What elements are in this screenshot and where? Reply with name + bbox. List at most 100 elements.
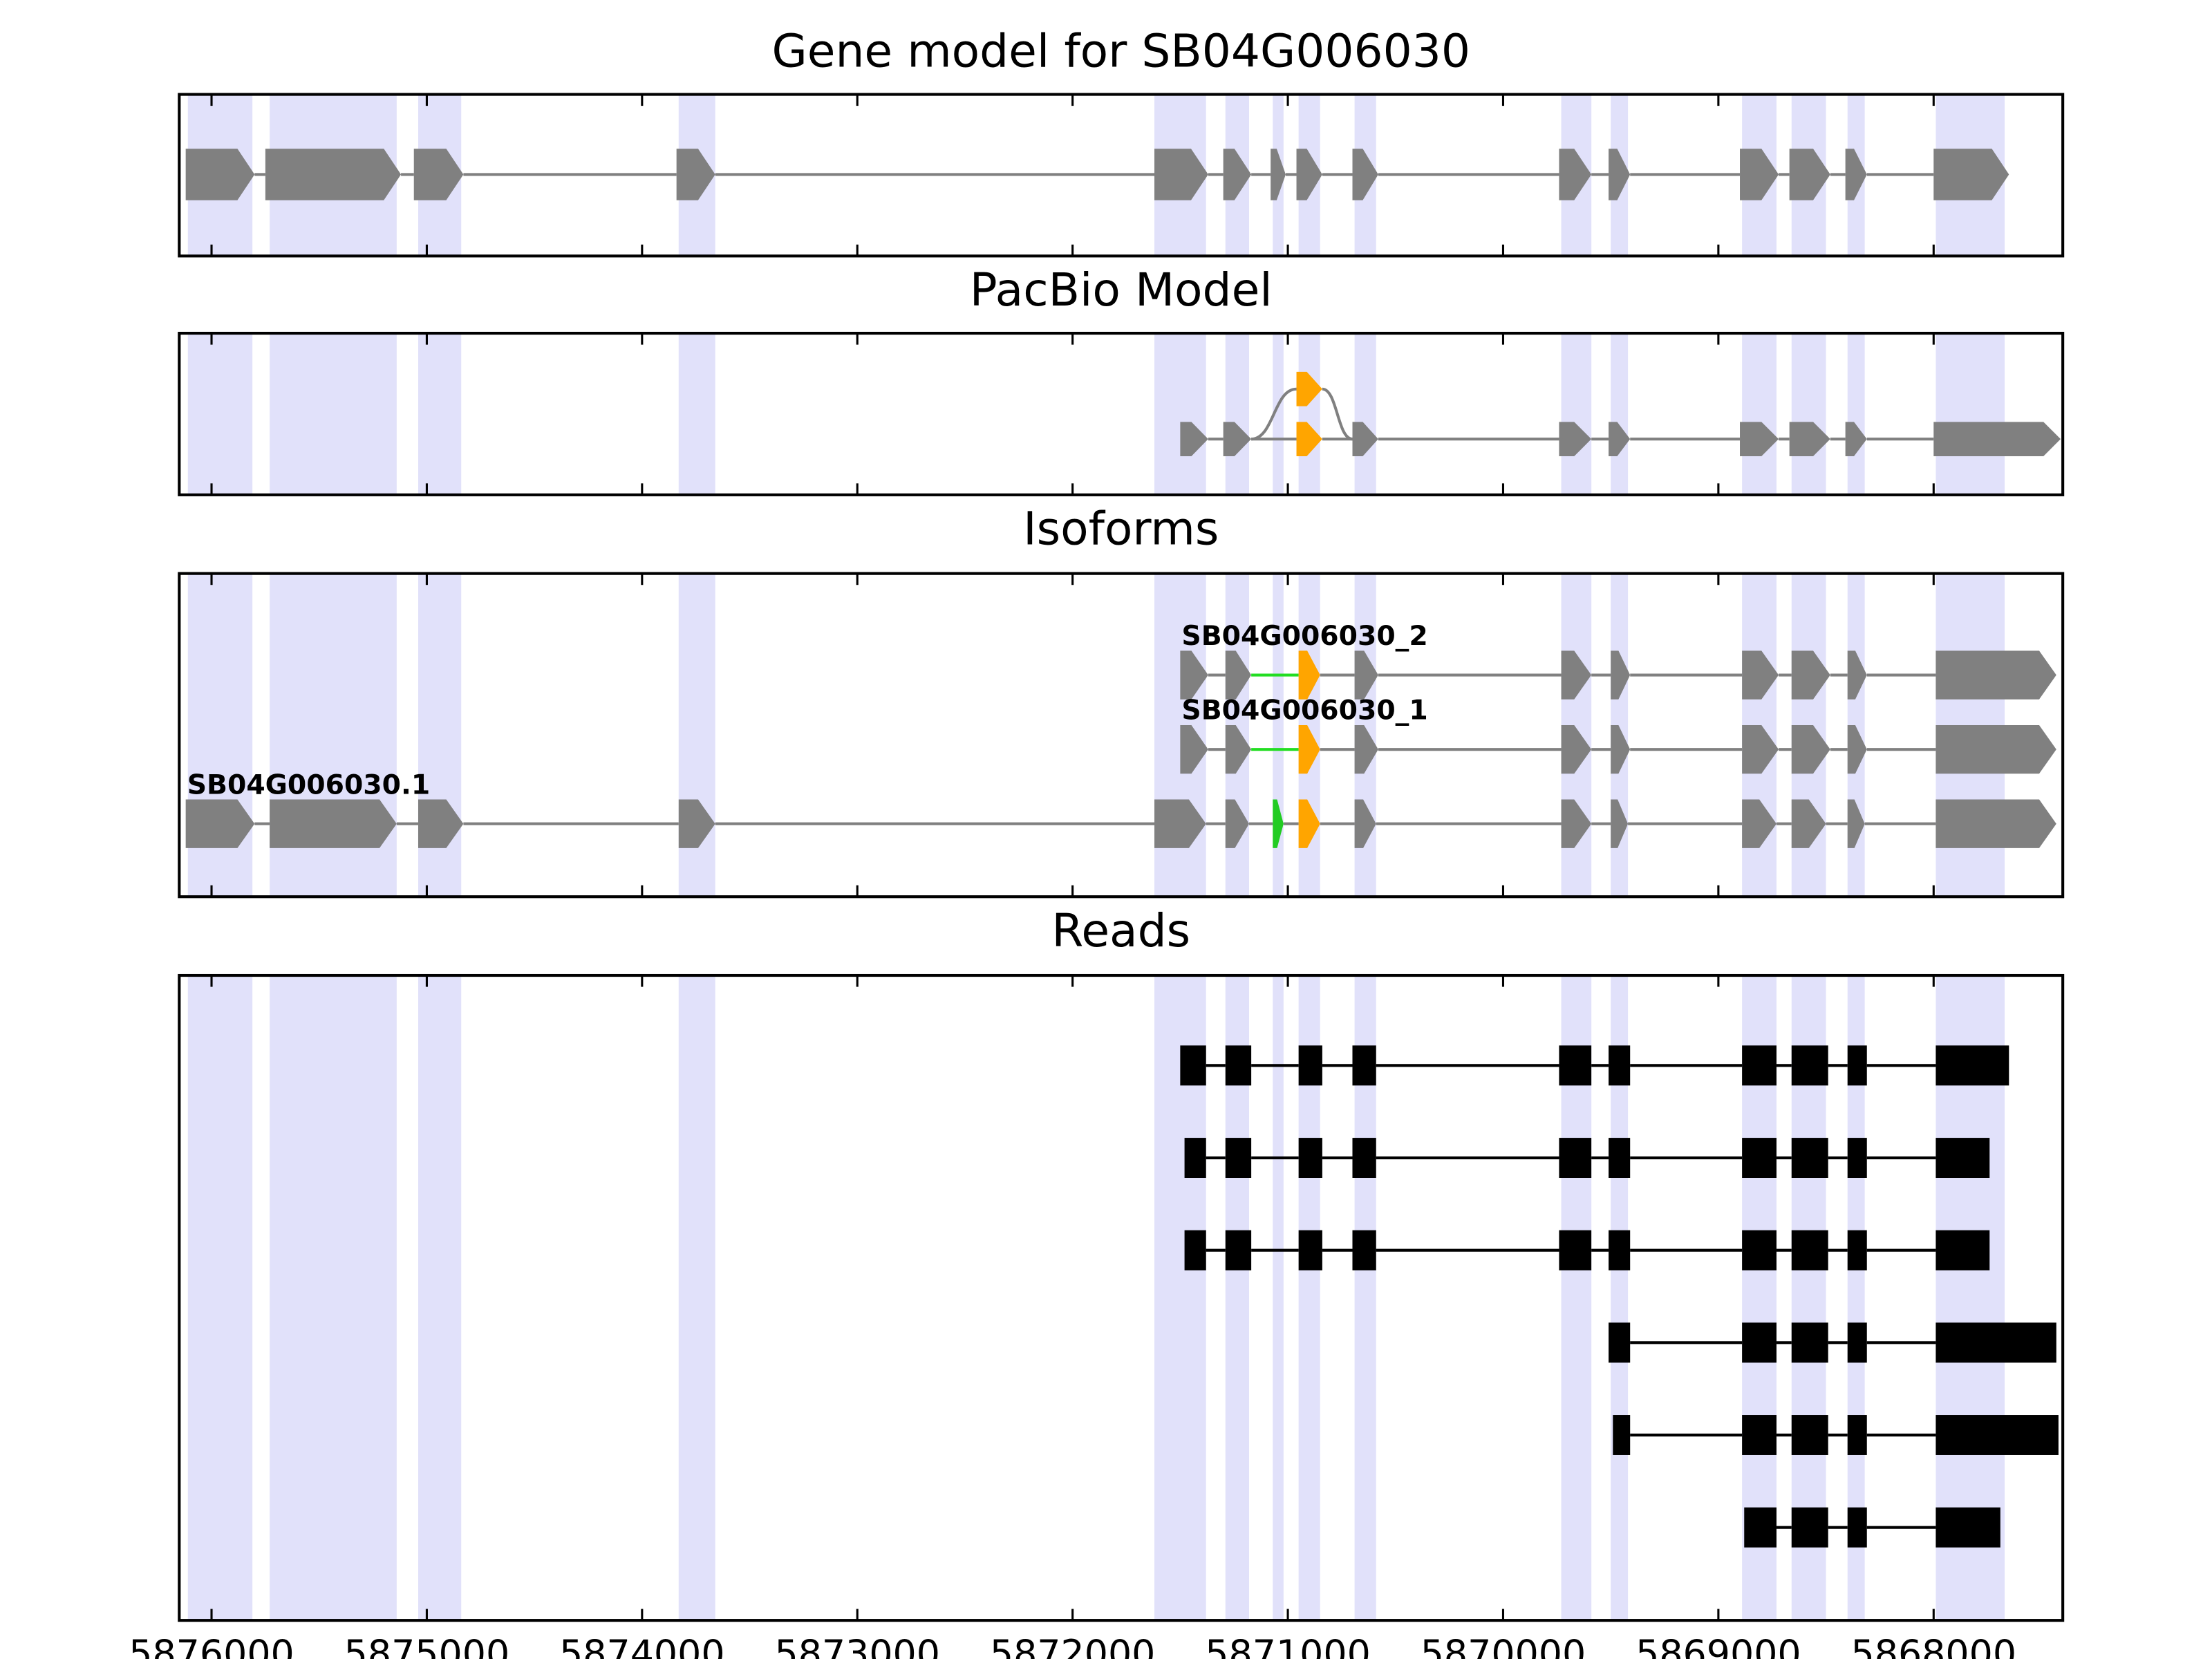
read-block [1559,1230,1592,1271]
exon [1561,799,1592,848]
read-block [1609,1045,1631,1086]
exon [1354,724,1378,774]
exon-highlight [1225,333,1250,495]
read-block [1847,1045,1867,1086]
read-block [1847,1507,1867,1548]
exon [1609,149,1631,200]
x-tick-label: 5873000 [774,1632,940,1659]
x-tick-label: 5868000 [1851,1632,2017,1659]
read-block [1742,1415,1777,1455]
exon [1847,650,1867,700]
read-block [1609,1322,1631,1363]
panel-title: Isoforms [1023,503,1219,556]
exon [1354,799,1376,848]
exon-highlight [1561,333,1592,495]
exon [678,799,715,848]
x-tick-label: 5874000 [559,1632,725,1659]
exon-highlight [187,975,253,1621]
exon [418,799,464,848]
read-block [1742,1045,1777,1086]
exon-highlight [1936,333,2005,495]
read-block [1742,1138,1777,1178]
exon [1936,799,2056,848]
read-block [1742,1230,1777,1271]
exon [1561,650,1592,700]
panel-title: Reads [1051,904,1190,957]
read-block [1352,1230,1376,1271]
exon-highlight [187,573,253,897]
exon-highlight [418,975,462,1621]
exon [1847,799,1865,848]
exon [1561,724,1592,774]
exon-highlight [270,333,397,495]
exon [1789,149,1830,200]
read-block [1936,1138,1990,1178]
exon [1791,724,1830,774]
read-block [1791,1230,1828,1271]
panel-title: Gene model for SB04G006030 [771,25,1470,78]
read-block [1847,1322,1867,1363]
read-block [1791,1415,1828,1455]
panel: SB04G006030_2 SB04G006030_1 SB04G006030.1 [178,572,2065,899]
panel-frame [178,332,2065,496]
x-tick-label: 5875000 [344,1632,510,1659]
read-block [1847,1230,1867,1271]
panel-frame [178,93,2065,258]
exon [265,149,402,200]
read-block [1352,1138,1376,1178]
exon [1847,724,1867,774]
exon-highlight [1611,333,1629,495]
exon [1223,149,1252,200]
exon-highlight [418,333,462,495]
exon [1225,724,1252,774]
exon [1271,149,1286,200]
read-block [1936,1045,2009,1086]
isoform-label: SB04G006030_1 [1181,695,1427,727]
read-block [1184,1230,1206,1271]
read-block [1352,1045,1376,1086]
exon [1559,422,1592,456]
splice-curve [1322,387,1353,441]
read-block [1298,1138,1322,1178]
exon-highlight [1742,333,1777,495]
exon [1933,422,2061,456]
panel-frame [178,973,2065,1622]
exon [1223,422,1252,456]
exon [1742,799,1777,848]
exon [1936,724,2056,774]
panel-frame [178,572,2065,899]
exon-highlight [1273,333,1284,495]
read-block [1936,1230,1990,1271]
exon [413,149,464,200]
exon-highlight [418,573,462,897]
exon [1791,799,1826,848]
exon [1845,149,1867,200]
exon-highlight [1154,333,1206,495]
exon [1154,799,1206,848]
read-block [1791,1507,1828,1548]
exon [1180,724,1208,774]
exon [1296,149,1322,200]
exon [270,799,397,848]
read-block [1791,1322,1828,1363]
panel-title: PacBio Model [970,263,1273,317]
exon [1298,724,1320,774]
read-block [1298,1230,1322,1271]
read-block [1225,1230,1252,1271]
x-tick-label: 5870000 [1421,1632,1586,1659]
x-tick-label: 5871000 [1205,1632,1371,1659]
exon [1611,799,1629,848]
read-block [1613,1415,1631,1455]
panel [178,93,2065,258]
exon [1352,422,1378,456]
exon [1352,149,1378,200]
read-block [1847,1138,1867,1178]
x-tick-label: 5872000 [990,1632,1156,1659]
exon [1611,724,1631,774]
exon [1296,422,1322,456]
exon-highlight [678,333,715,495]
exon-highlight [1354,333,1376,495]
exon [185,149,255,200]
exon [185,799,255,848]
